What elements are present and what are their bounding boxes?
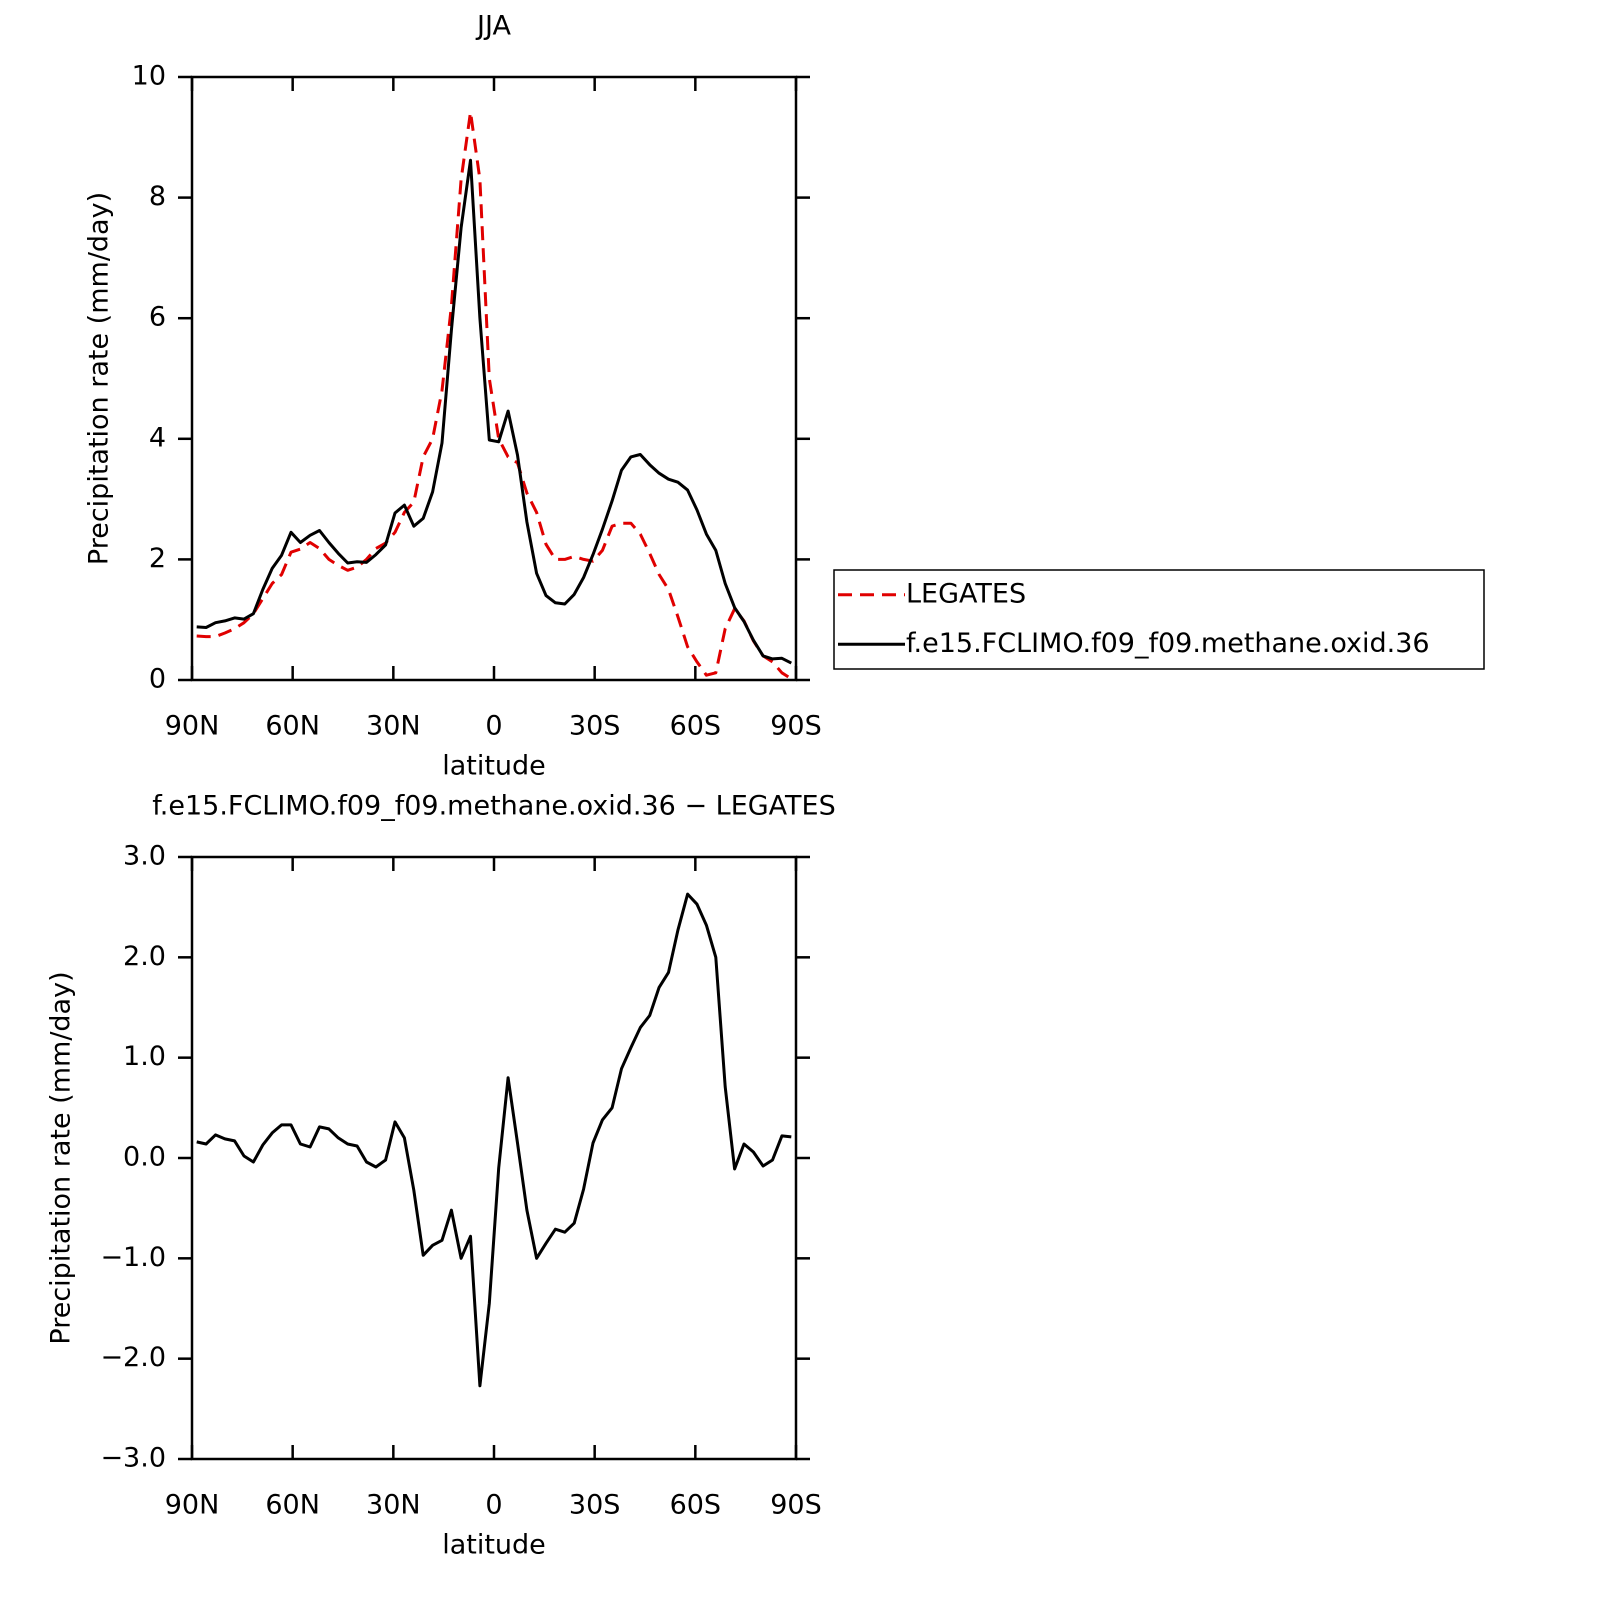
y-tick-label: 4 xyxy=(149,422,166,453)
data-line xyxy=(196,892,792,1388)
y-tick-label: −1.0 xyxy=(100,1242,166,1273)
data-line xyxy=(196,158,792,665)
y-tick-label: 2 xyxy=(149,543,166,574)
x-tick-label: 60N xyxy=(265,711,320,742)
y-axis-label: Precipitation rate (mm/day) xyxy=(46,971,77,1344)
y-tick-label: 0.0 xyxy=(123,1142,166,1173)
x-axis-label: latitude xyxy=(442,751,546,782)
y-tick-label: 2.0 xyxy=(123,941,166,972)
x-tick-label: 90S xyxy=(770,711,822,742)
x-tick-label: 30S xyxy=(569,1490,621,1521)
y-tick-label: 1.0 xyxy=(123,1041,166,1072)
y-tick-label: 10 xyxy=(132,61,166,92)
x-tick-label: 30N xyxy=(366,1490,421,1521)
y-tick-label: −3.0 xyxy=(100,1443,166,1474)
legend-label: LEGATES xyxy=(906,578,1026,609)
legend-box xyxy=(833,569,1485,670)
data-line xyxy=(196,110,793,681)
x-tick-label: 90N xyxy=(165,1490,220,1521)
x-tick-label: 60S xyxy=(670,711,722,742)
x-tick-label: 90S xyxy=(770,1490,822,1521)
x-tick-label: 0 xyxy=(485,1490,502,1521)
x-tick-label: 30N xyxy=(366,711,421,742)
plot-frame xyxy=(190,75,798,682)
x-tick-label: 90N xyxy=(165,711,220,742)
y-axis-label: Precipitation rate (mm/day) xyxy=(84,192,115,565)
x-tick-label: 0 xyxy=(485,711,502,742)
x-tick-label: 60S xyxy=(670,1490,722,1521)
y-tick-label: 0 xyxy=(149,664,166,695)
x-axis-label: latitude xyxy=(442,1530,546,1561)
y-tick-label: 3.0 xyxy=(123,841,166,872)
chart-title: JJA xyxy=(475,11,511,42)
y-tick-label: −2.0 xyxy=(100,1342,166,1373)
x-tick-label: 60N xyxy=(265,1490,320,1521)
legend-label: f.e15.FCLIMO.f09_f09.methane.oxid.36 xyxy=(906,628,1430,659)
plot-frame xyxy=(190,855,798,1461)
x-tick-label: 30S xyxy=(569,711,621,742)
chart-title: f.e15.FCLIMO.f09_f09.methane.oxid.36 − L… xyxy=(152,791,836,822)
y-tick-label: 6 xyxy=(149,302,166,333)
y-tick-label: 8 xyxy=(149,181,166,212)
